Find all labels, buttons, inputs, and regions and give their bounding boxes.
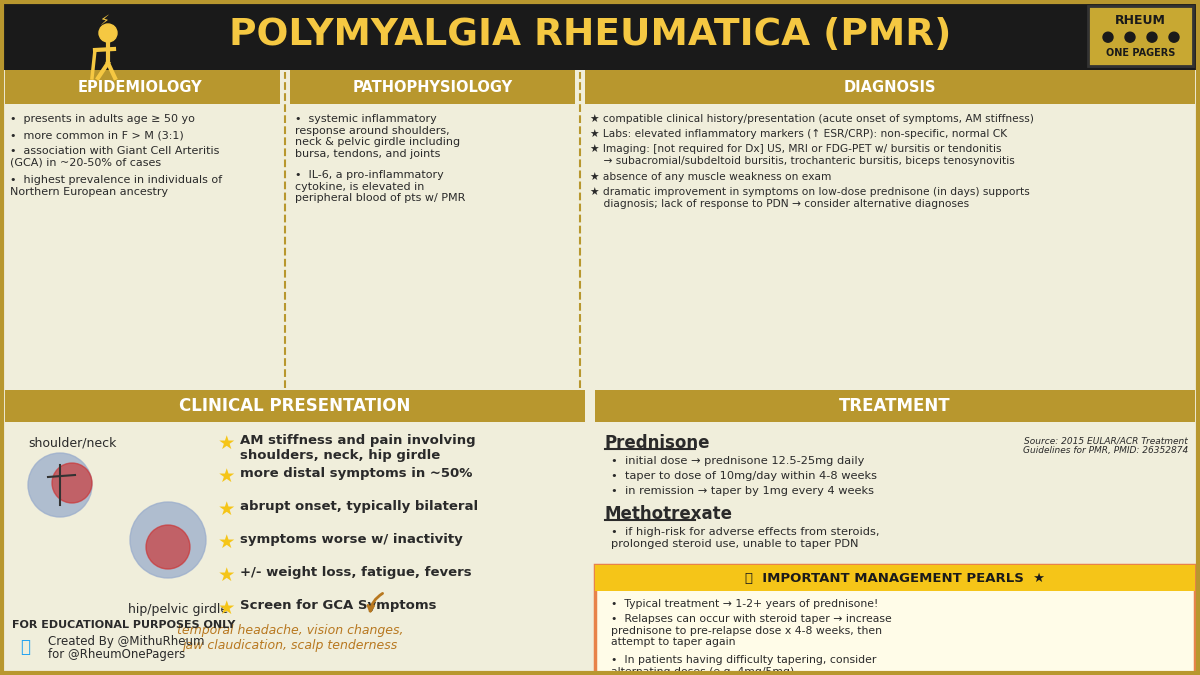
FancyBboxPatch shape [5,390,586,422]
Text: •  highest prevalence in individuals of
Northern European ancestry: • highest prevalence in individuals of N… [10,175,222,196]
Text: ★: ★ [217,599,235,618]
Text: ★ Imaging: [not required for Dx] US, MRI or FDG-PET w/ bursitis or tendonitis
  : ★ Imaging: [not required for Dx] US, MRI… [590,144,1015,165]
Text: •  Typical treatment → 1-2+ years of prednisone!: • Typical treatment → 1-2+ years of pred… [611,599,878,609]
Text: AM stiffness and pain involving
shoulders, neck, hip girdle: AM stiffness and pain involving shoulder… [240,434,475,462]
Text: •  presents in adults age ≥ 50 yo: • presents in adults age ≥ 50 yo [10,114,194,124]
Text: ★ compatible clinical history/presentation (acute onset of symptoms, AM stiffnes: ★ compatible clinical history/presentati… [590,114,1034,124]
Text: •  association with Giant Cell Arteritis
(GCA) in ~20-50% of cases: • association with Giant Cell Arteritis … [10,146,220,167]
Text: •  in remission → taper by 1mg every 4 weeks: • in remission → taper by 1mg every 4 we… [611,486,874,496]
Text: •  IL-6, a pro-inflammatory
cytokine, is elevated in
peripheral blood of pts w/ : • IL-6, a pro-inflammatory cytokine, is … [295,170,466,203]
Circle shape [146,525,190,569]
Text: POLYMYALGIA RHEUMATICA (PMR): POLYMYALGIA RHEUMATICA (PMR) [229,17,952,53]
Text: ⚡: ⚡ [100,14,110,28]
FancyBboxPatch shape [595,565,1195,675]
Circle shape [130,502,206,578]
FancyBboxPatch shape [595,565,1195,591]
Text: •  taper to dose of 10mg/day within 4-8 weeks: • taper to dose of 10mg/day within 4-8 w… [611,471,877,481]
Text: DIAGNOSIS: DIAGNOSIS [844,80,936,94]
Text: Screen for GCA Symptoms: Screen for GCA Symptoms [240,599,437,612]
Circle shape [98,24,118,42]
Text: CLINICAL PRESENTATION: CLINICAL PRESENTATION [179,397,410,415]
Text: FOR EDUCATIONAL PURPOSES ONLY: FOR EDUCATIONAL PURPOSES ONLY [12,620,235,630]
Text: TREATMENT: TREATMENT [839,397,950,415]
FancyBboxPatch shape [0,0,1200,70]
Text: •  if high-risk for adverse effects from steroids,
prolonged steroid use, unable: • if high-risk for adverse effects from … [611,527,880,549]
FancyBboxPatch shape [290,70,575,104]
Text: Methotrexate: Methotrexate [605,505,733,523]
Text: temporal headache, vision changes,
jaw claudication, scalp tenderness: temporal headache, vision changes, jaw c… [176,624,403,652]
Text: 🐦: 🐦 [20,638,30,656]
Text: ★: ★ [217,467,235,486]
Text: symptoms worse w/ inactivity: symptoms worse w/ inactivity [240,533,463,546]
Text: +/- weight loss, fatigue, fevers: +/- weight loss, fatigue, fevers [240,566,472,579]
Text: 🔥  IMPORTANT MANAGEMENT PEARLS  ★: 🔥 IMPORTANT MANAGEMENT PEARLS ★ [745,572,1045,585]
FancyBboxPatch shape [1088,6,1193,66]
FancyBboxPatch shape [1088,6,1193,66]
Text: for @RheumOnePagers: for @RheumOnePagers [48,648,185,661]
Text: PATHOPHYSIOLOGY: PATHOPHYSIOLOGY [353,80,512,94]
Circle shape [52,463,92,503]
FancyBboxPatch shape [5,70,280,104]
Text: •  Relapses can occur with steroid taper → increase
prednisone to pre-relapse do: • Relapses can occur with steroid taper … [611,614,892,647]
Text: ★ absence of any muscle weakness on exam: ★ absence of any muscle weakness on exam [590,172,832,182]
Text: ★: ★ [217,434,235,453]
Text: •  systemic inflammatory
response around shoulders,
neck & pelvic girdle includi: • systemic inflammatory response around … [295,114,460,159]
Circle shape [1103,32,1114,43]
Text: Created By @MithuRheum: Created By @MithuRheum [48,635,204,648]
Text: •  In patients having difficulty tapering, consider
alternating doses (e.g. 4mg/: • In patients having difficulty tapering… [611,655,876,675]
Text: more distal symptoms in ~50%: more distal symptoms in ~50% [240,467,473,480]
Text: abrupt onset, typically bilateral: abrupt onset, typically bilateral [240,500,478,513]
Text: ★: ★ [217,533,235,552]
Circle shape [1126,32,1135,43]
FancyBboxPatch shape [595,390,1195,422]
Text: ★: ★ [217,500,235,519]
Text: Prednisone: Prednisone [605,434,710,452]
Text: ★ dramatic improvement in symptoms on low-dose prednisone (in days) supports
   : ★ dramatic improvement in symptoms on lo… [590,187,1030,209]
Text: ★: ★ [217,566,235,585]
Text: ★ Labs: elevated inflammatory markers (↑ ESR/CRP): non-specific, normal CK: ★ Labs: elevated inflammatory markers (↑… [590,129,1007,139]
Text: EPIDEMIOLOGY: EPIDEMIOLOGY [78,80,203,94]
Text: Source: 2015 EULAR/ACR Treatment
Guidelines for PMR, PMID: 26352874: Source: 2015 EULAR/ACR Treatment Guideli… [1022,436,1188,456]
Text: shoulder/neck: shoulder/neck [28,437,116,450]
FancyBboxPatch shape [586,70,1195,104]
Text: •  more common in F > M (3:1): • more common in F > M (3:1) [10,130,184,140]
Text: •  initial dose → prednisone 12.5-25mg daily: • initial dose → prednisone 12.5-25mg da… [611,456,864,466]
Circle shape [28,453,92,517]
Text: hip/pelvic girdle: hip/pelvic girdle [128,603,228,616]
Text: ONE PAGERS: ONE PAGERS [1106,48,1175,58]
Circle shape [1169,32,1178,43]
Circle shape [1147,32,1157,43]
Text: RHEUM: RHEUM [1115,14,1166,28]
